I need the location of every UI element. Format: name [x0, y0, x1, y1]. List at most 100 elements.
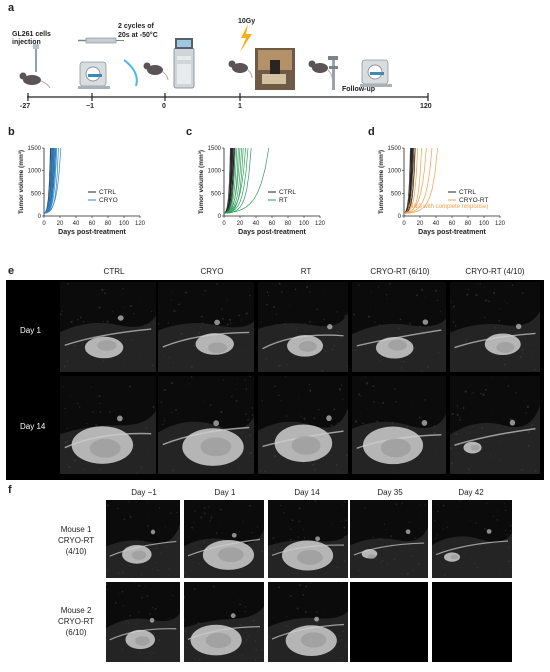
mri-image-e-r1-c3	[352, 376, 446, 474]
mri-image-f-r0-c1	[184, 500, 264, 578]
x-tick-label: 60	[269, 221, 276, 227]
legend-entry: CTRL	[99, 189, 116, 196]
y-tick-label: 500	[31, 191, 42, 197]
timeline-tick-2: −1	[86, 103, 94, 110]
mri-image-f-r1-c2	[268, 582, 348, 662]
y-tick-label: 1000	[388, 169, 402, 175]
syringe-icon	[78, 37, 124, 44]
mri-scanner-icon-2	[360, 59, 392, 87]
mri-image-e-r0-c0	[60, 282, 156, 372]
y-tick-label: 1000	[28, 169, 42, 175]
mouse-icon-cryo	[143, 62, 169, 81]
mri-image-e-r0-c3	[352, 282, 446, 372]
panel-e-label: e	[8, 265, 15, 277]
x-tick-label: 60	[89, 221, 96, 227]
series-curve-cryo-rt	[403, 147, 415, 214]
panel-e-col-cryort-4: CRYO-RT (4/10)	[465, 267, 525, 276]
mri-image-f-r1-c1	[184, 582, 264, 662]
timeline-tick-3: 0	[162, 103, 166, 110]
mri-image-e-r0-c1	[158, 282, 254, 372]
x-tick-label: 100	[119, 221, 130, 227]
legend-entry: RT	[279, 197, 288, 204]
x-tick-label: 20	[417, 221, 424, 227]
mri-image-f-r0-c0	[106, 500, 180, 578]
mri-image-e-r1-c0	[60, 376, 156, 474]
legend-entry: CTRL	[279, 189, 296, 196]
event-followup-label: Follow-up	[342, 86, 376, 93]
y-tick-label: 0	[218, 214, 222, 220]
mri-scanner-icon-1	[78, 61, 110, 89]
mri-image-e-r0-c4	[450, 282, 540, 372]
x-tick-label: 20	[57, 221, 64, 227]
mri-image-f-r1-c0	[106, 582, 180, 662]
y-tick-label: 500	[391, 191, 402, 197]
x-tick-label: 40	[253, 221, 260, 227]
panel-b-label: b	[8, 126, 15, 138]
mri-image-e-r1-c2	[258, 376, 348, 474]
event-injection-label: GL261 cells injection	[12, 31, 51, 46]
event-rt-label: 10Gy	[238, 18, 256, 25]
x-axis-label: Days post-treatment	[58, 229, 126, 236]
x-tick-label: 100	[299, 221, 310, 227]
y-tick-label: 500	[211, 191, 222, 197]
y-tick-label: 0	[398, 214, 402, 220]
x-tick-label: 120	[495, 221, 506, 227]
series-curve-cryo-rt	[403, 147, 427, 214]
event-cryo-label: 2 cycles of 20s at -50°C	[118, 23, 158, 39]
x-tick-label: 80	[105, 221, 112, 227]
chart-c: 0 20 40 60 80 100 120 0 500 1000 1500 Days post-tre…	[198, 146, 326, 236]
mri-image-f-r0-c3	[350, 500, 428, 578]
mri-image-f-r0-c2	[268, 500, 348, 578]
lightning-icon	[240, 24, 252, 52]
legend-entry: CRYO	[99, 197, 118, 204]
timeline-tick-5: 120	[420, 103, 432, 110]
timeline-tick-1: -27	[20, 103, 31, 110]
x-tick-label: 0	[42, 221, 46, 227]
caliper-icon	[328, 56, 338, 90]
panel-e-col-cryort-6: CRYO-RT (6/10)	[370, 267, 430, 276]
series-curve-cryo-rt	[403, 147, 438, 214]
panel-e-col-cryo: CRYO	[200, 267, 224, 276]
panel-f-row-mouse1: Mouse 1 CRYO-RT (4/10)	[58, 525, 95, 556]
series-curve-cryo	[43, 147, 62, 214]
series-curve-rt	[223, 147, 246, 214]
x-tick-label: 80	[285, 221, 292, 227]
panel-e-col-rt: RT	[300, 267, 312, 276]
y-axis-label: Tumor volume (mm³)	[18, 150, 25, 214]
x-tick-label: 80	[465, 221, 472, 227]
panel-f-col-d35: Day 35	[377, 488, 403, 497]
mri-image-e-r1-c4	[450, 376, 540, 474]
panel-e-row-day14: Day 14	[20, 422, 46, 431]
x-tick-label: 0	[402, 221, 406, 227]
irradiator-photo	[255, 48, 295, 90]
x-axis-label: Days post-treatment	[418, 229, 486, 236]
x-tick-label: 60	[449, 221, 456, 227]
series-curve-rt	[223, 147, 270, 214]
y-tick-label: 1500	[208, 146, 222, 152]
panel-e-row-day1: Day 1	[20, 326, 41, 335]
y-tick-label: 0	[38, 214, 42, 220]
x-tick-label: 120	[315, 221, 326, 227]
panel-c-label: c	[186, 126, 193, 138]
panel-f-row-mouse2: Mouse 2 CRYO-RT (6/10)	[58, 606, 95, 637]
y-axis-label: Tumor volume (mm³)	[378, 150, 385, 214]
cryo-arc-icon	[123, 59, 138, 87]
timeline-tick-4: 1	[238, 103, 242, 110]
x-tick-label: 40	[73, 221, 80, 227]
y-axis-label: Tumor volume (mm³)	[198, 150, 205, 214]
chart-d: 0 20 40 60 80 100 120 0 500 1000 1500 Days post-tre…	[378, 146, 506, 236]
mri-image-f-r1-c4	[432, 582, 512, 662]
panel-e-row-band	[6, 280, 56, 480]
panel-a-label: a	[8, 2, 15, 14]
panel-d-label: d	[368, 126, 375, 138]
panel-f-label: f	[8, 484, 12, 496]
panel-f-col-d42: Day 42	[458, 488, 484, 497]
x-tick-label: 0	[222, 221, 226, 227]
mouse-icon-injection	[19, 44, 51, 89]
timeline-schematic	[19, 24, 429, 101]
legend-entry: CRYO-RT	[459, 197, 488, 204]
mri-image-f-r1-c3	[350, 582, 428, 662]
y-tick-label: 1000	[208, 169, 222, 175]
mouse-icon-rt	[228, 60, 253, 79]
